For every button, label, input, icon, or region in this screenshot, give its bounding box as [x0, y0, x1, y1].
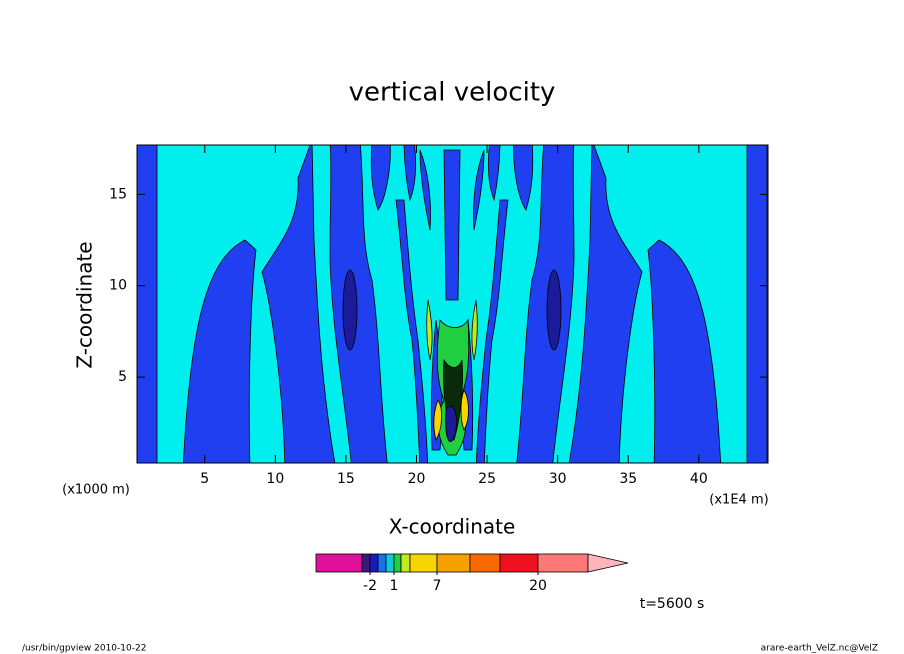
- x-axis-title: X-coordinate: [389, 515, 516, 539]
- y-axis-title: Z-coordinate: [73, 241, 97, 368]
- contour-half: [137, 145, 443, 463]
- contour-field: [137, 145, 768, 463]
- x-tick-label: 40: [690, 471, 708, 487]
- footer-right: arare-earth_VelZ.nc@VelZ: [761, 644, 878, 654]
- colorbar-segment: [436, 553, 471, 573]
- chart-title: vertical velocity: [349, 78, 556, 108]
- colorbar-segment: [315, 553, 363, 573]
- x-tick-label: 5: [200, 471, 209, 487]
- colorbar-segment: [469, 553, 501, 573]
- x-scale-label: (x1E4 m): [709, 493, 768, 508]
- x-tick-label: 25: [478, 471, 496, 487]
- y-tick-label: 15: [109, 186, 127, 202]
- colorbar-segment: [537, 553, 589, 573]
- colorbar-label: 7: [433, 578, 442, 594]
- y-tick-label: 5: [118, 369, 127, 385]
- colorbar-segment: [499, 553, 539, 573]
- colorbar-label: -2: [363, 578, 377, 594]
- colorbar-label: 20: [529, 578, 547, 594]
- x-tick-label: 10: [266, 471, 284, 487]
- time-label: t=5600 s: [640, 596, 705, 612]
- y-tick-label: 10: [109, 278, 127, 294]
- colorbar-segment: [409, 553, 438, 573]
- colorbar-segment: [400, 553, 411, 573]
- x-tick-label: 15: [337, 471, 355, 487]
- x-unit-label: (x1000 m): [62, 483, 130, 498]
- footer-left: /usr/bin/gpview 2010-10-22: [22, 644, 146, 654]
- plot-frame: [136, 144, 769, 464]
- colorbar-segment: [385, 553, 395, 573]
- colorbar-segment: [377, 553, 387, 573]
- x-tick-label: 20: [408, 471, 426, 487]
- colorbar-extension: [587, 553, 629, 573]
- colorbar-label: 1: [390, 578, 399, 594]
- colorbar-segment: [369, 553, 379, 573]
- colorbar-segment: [393, 553, 402, 573]
- x-tick-label: 30: [549, 471, 567, 487]
- x-tick-label: 35: [619, 471, 637, 487]
- colorbar-segment: [361, 553, 371, 573]
